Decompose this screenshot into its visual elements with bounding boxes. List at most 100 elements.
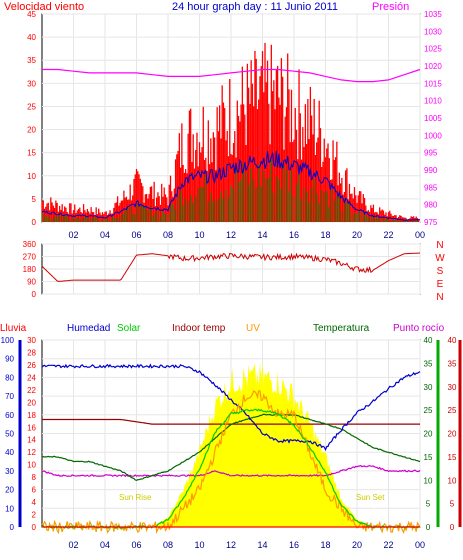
pressure-y-tick-label: 1025 [424, 45, 442, 54]
humidity-y-tick-label: 100 [1, 336, 15, 345]
pressure-y-tick-label: 1035 [424, 10, 442, 19]
x-tick-label-lower: 12 [226, 540, 236, 550]
pressure-y-tick-label: 1020 [424, 62, 442, 71]
temp-y-tick-label: 35 [424, 359, 433, 368]
legend-item: UV [246, 323, 260, 334]
rain-y-tick-label: 6 [32, 486, 37, 495]
direction-y-tick-label: 180 [23, 265, 37, 274]
solar-fill-layer [42, 362, 420, 527]
pressure-label: Presión [372, 1, 409, 13]
x-tick-label-lower: 08 [163, 540, 173, 550]
x-tick-label-wind: 22 [383, 230, 393, 240]
legend-item: Punto rocío [393, 323, 445, 334]
x-tick-label-wind: 10 [194, 230, 204, 240]
compass-letter: N [436, 240, 443, 251]
x-tick-label-wind: 12 [226, 230, 236, 240]
pressure-y-tick-label: 985 [424, 183, 438, 192]
compass-letter: N [436, 292, 443, 303]
rain-y-tick-label: 22 [27, 386, 36, 395]
humidity-y-tick-label: 60 [5, 411, 14, 420]
rain-y-tick-label: 4 [32, 498, 37, 507]
temp-y-tick-label: 15 [424, 453, 433, 462]
legend-item: Solar [117, 323, 141, 334]
pressure-y-tick-label: 1015 [424, 79, 442, 88]
indoor-y-tick-label: 30 [448, 383, 457, 392]
rain-y-tick-label: 26 [27, 361, 36, 370]
x-tick-label-lower: 04 [100, 540, 110, 550]
x-tick-label-lower: 10 [194, 540, 204, 550]
temp-y-tick-label: 25 [424, 406, 433, 415]
humidity-y-tick-label: 20 [5, 486, 14, 495]
dewpoint-line [41, 464, 421, 478]
x-tick-label-lower: 20 [352, 540, 362, 550]
direction-y-tick-label: 360 [23, 240, 37, 249]
temp-y-tick-label: 0 [426, 523, 431, 532]
rain-y-tick-label: 0 [32, 523, 37, 532]
compass-letter: W [435, 253, 445, 264]
chart-title: 24 hour graph day : 11 Junio 2011 [172, 1, 338, 13]
temp-y-tick-label: 30 [424, 383, 433, 392]
humidity-y-tick-label: 30 [5, 467, 14, 476]
x-tick-label-lower: 14 [257, 540, 267, 550]
humidity-y-tick-label: 80 [5, 373, 14, 382]
x-tick-label-lower: 00 [415, 540, 425, 550]
x-tick-label-wind: 20 [352, 230, 362, 240]
direction-y-tick-label: 270 [23, 253, 37, 262]
indoor-y-tick-label: 25 [448, 406, 457, 415]
wind-y-tick-label: 5 [32, 195, 37, 204]
indoor-y-tick-label: 35 [448, 359, 457, 368]
pressure-y-tick-label: 1000 [424, 131, 442, 140]
wind-direction-line [41, 252, 421, 282]
humidity-y-tick-label: 70 [5, 392, 14, 401]
solar-radiation-area [42, 362, 420, 527]
wind-y-tick-label: 15 [27, 149, 36, 158]
pressure-y-tick-label: 980 [424, 201, 438, 210]
axis-labels: 0202040406060808101012121414161618182020… [1, 10, 462, 550]
x-tick-label-lower: 18 [320, 540, 330, 550]
lower-legend: Lluvia Humedad Solar Indoor temp UV Temperatu… [0, 323, 445, 334]
sun-set-label: Sun Set [356, 493, 385, 502]
rain-y-tick-label: 20 [27, 398, 36, 407]
temp-y-tick-label: 10 [424, 476, 433, 485]
legend-item: Humedad [67, 323, 110, 334]
rain-y-tick-label: 30 [27, 336, 36, 345]
rain-y-tick-label: 10 [27, 461, 36, 470]
temp-y-tick-label: 20 [424, 430, 433, 439]
humidity-y-tick-label: 90 [5, 355, 14, 364]
pressure-y-tick-label: 995 [424, 149, 438, 158]
temp-y-tick-label: 5 [426, 500, 431, 509]
indoor-y-tick-label: 40 [448, 336, 457, 345]
x-tick-label-lower: 22 [383, 540, 393, 550]
x-tick-label-wind: 04 [100, 230, 110, 240]
indoor-y-tick-label: 20 [448, 430, 457, 439]
legend-item: Temperatura [313, 323, 370, 334]
wind-average-line [41, 150, 421, 221]
x-tick-label-wind: 18 [320, 230, 330, 240]
humidity-y-tick-label: 10 [5, 504, 14, 513]
indoor-y-tick-label: 5 [450, 500, 455, 509]
indoor-y-tick-label: 15 [448, 453, 457, 462]
x-tick-label-lower: 16 [289, 540, 299, 550]
rain-y-tick-label: 12 [27, 448, 36, 457]
pressure-y-tick-label: 975 [424, 218, 438, 227]
direction-y-tick-label: 0 [32, 290, 37, 299]
humidity-y-tick-label: 40 [5, 448, 14, 457]
wind-y-tick-label: 25 [27, 102, 36, 111]
wind-y-tick-label: 35 [27, 56, 36, 65]
rain-y-tick-label: 8 [32, 473, 37, 482]
compass-letter: S [437, 266, 444, 277]
x-tick-label-lower: 02 [68, 540, 78, 550]
x-tick-label-wind: 14 [257, 230, 267, 240]
legend-item: Lluvia [0, 323, 27, 334]
wind-y-tick-label: 10 [27, 172, 36, 181]
wind-y-tick-label: 20 [27, 126, 36, 135]
legend-item: Indoor temp [172, 323, 226, 334]
indoor-y-tick-label: 10 [448, 476, 457, 485]
x-tick-label-wind: 00 [415, 230, 425, 240]
rain-y-tick-label: 2 [32, 511, 37, 520]
pressure-y-tick-label: 1005 [424, 114, 442, 123]
wind-speed-label: Velocidad viento [4, 1, 84, 13]
series-lines [41, 42, 421, 535]
